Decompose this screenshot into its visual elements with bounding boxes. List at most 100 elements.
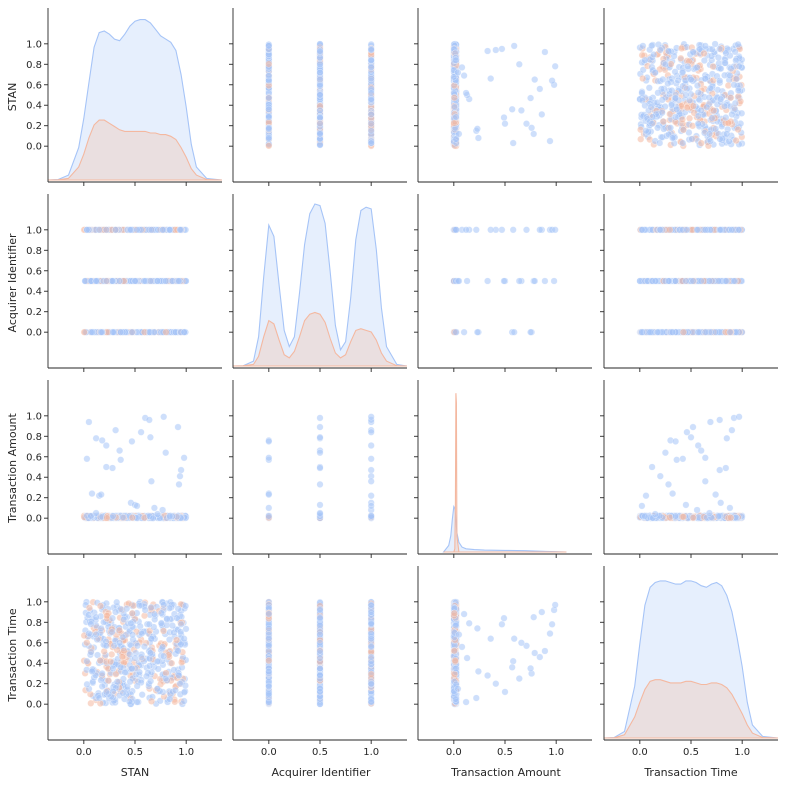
panel-0-3 [600, 8, 778, 186]
scatter-point [727, 94, 735, 102]
scatter-point [730, 81, 738, 89]
scatter-point [530, 130, 538, 138]
scatter-point [88, 328, 96, 336]
scatter-point [492, 46, 500, 54]
scatter-point [714, 54, 722, 62]
scatter-point [95, 226, 103, 234]
scatter-point [666, 110, 674, 118]
scatter-point [701, 328, 709, 336]
scatter-point [686, 114, 694, 122]
scatter-point [367, 442, 375, 450]
scatter-point [679, 328, 687, 336]
scatter-point [726, 72, 734, 80]
scatter-point [638, 96, 646, 104]
scatter-point [316, 423, 324, 431]
scatter-point [679, 69, 687, 77]
scatter-point [177, 466, 185, 474]
scatter-point [159, 506, 167, 514]
scatter-point [133, 226, 141, 234]
scatter-point [693, 226, 701, 234]
scatter-point [92, 434, 100, 442]
scatter-point [367, 75, 375, 83]
scatter-point [659, 118, 667, 126]
scatter-point [510, 328, 518, 336]
scatter-point [654, 124, 662, 132]
scatter-point [706, 137, 714, 145]
scatter-point [732, 57, 740, 65]
scatter-point [515, 277, 523, 285]
scatter-point [162, 277, 170, 285]
scatter-point [109, 512, 117, 520]
scatter-point [717, 226, 725, 234]
scatter-point [717, 65, 725, 73]
scatter-point [117, 456, 125, 464]
scatter-point [367, 56, 375, 64]
scatter-point [523, 226, 531, 234]
scatter-point [538, 110, 546, 118]
panel-0-0: 0.00.20.40.60.81.0 [26, 8, 222, 186]
scatter-point [727, 65, 735, 73]
scatter-point [472, 226, 480, 234]
scatter-point [452, 226, 460, 234]
y-tick-label: 0.6 [26, 80, 42, 91]
scatter-point [546, 137, 554, 145]
scatter-point [316, 414, 324, 422]
scatter-point [102, 463, 110, 471]
scatter-point [508, 105, 516, 113]
scatter-point [722, 49, 730, 57]
scatter-point [711, 40, 719, 48]
scatter-point [458, 63, 466, 71]
scatter-point [265, 491, 273, 499]
scatter-point [463, 277, 471, 285]
scatter-point [656, 226, 664, 234]
panel-1-2 [414, 194, 592, 372]
panel-1-0: 0.00.20.40.60.81.0 [26, 194, 222, 372]
scatter-point [460, 328, 468, 336]
scatter-point [668, 101, 676, 109]
scatter-point [455, 277, 463, 285]
scatter-point [728, 226, 736, 234]
scatter-point [451, 103, 459, 111]
scatter-point [455, 130, 463, 138]
scatter-point [536, 85, 544, 93]
scatter-point [316, 501, 324, 509]
scatter-point [367, 477, 375, 485]
scatter-point [528, 124, 536, 132]
panel-2-0: 0.00.20.40.60.81.0 [26, 380, 222, 558]
scatter-point [646, 328, 654, 336]
scatter-point [500, 277, 508, 285]
scatter-point [642, 127, 650, 135]
scatter-point [672, 94, 680, 102]
scatter-point [735, 62, 743, 70]
scatter-point [265, 125, 273, 133]
y-tick-label: 0.4 [26, 101, 42, 112]
scatter-point [728, 110, 736, 118]
scatter-point [367, 413, 375, 421]
panel-1-1 [229, 194, 407, 372]
scatter-point [316, 106, 324, 114]
scatter-point [265, 512, 273, 520]
scatter-point [551, 226, 559, 234]
scatter-point [687, 76, 695, 84]
scatter-point [162, 449, 170, 457]
scatter-point [686, 96, 694, 104]
scatter-point [661, 60, 669, 68]
scatter-point [672, 113, 680, 121]
y-tick-label: 0.4 [26, 473, 42, 484]
scatter-point [639, 74, 647, 82]
scatter-point [145, 416, 153, 424]
scatter-point [367, 139, 375, 147]
scatter-point [460, 72, 468, 80]
scatter-point [92, 277, 100, 285]
panel-2-2 [414, 380, 592, 558]
scatter-point [712, 125, 720, 133]
scatter-point [316, 68, 324, 76]
scatter-point [517, 106, 525, 114]
y-tick-label: 0.2 [26, 307, 42, 318]
y-tick-label: 0.0 [26, 328, 42, 339]
scatter-point [85, 418, 93, 426]
panel-1-3 [600, 194, 778, 372]
scatter-point [316, 464, 324, 472]
scatter-point [484, 277, 492, 285]
scatter-point [316, 76, 324, 84]
